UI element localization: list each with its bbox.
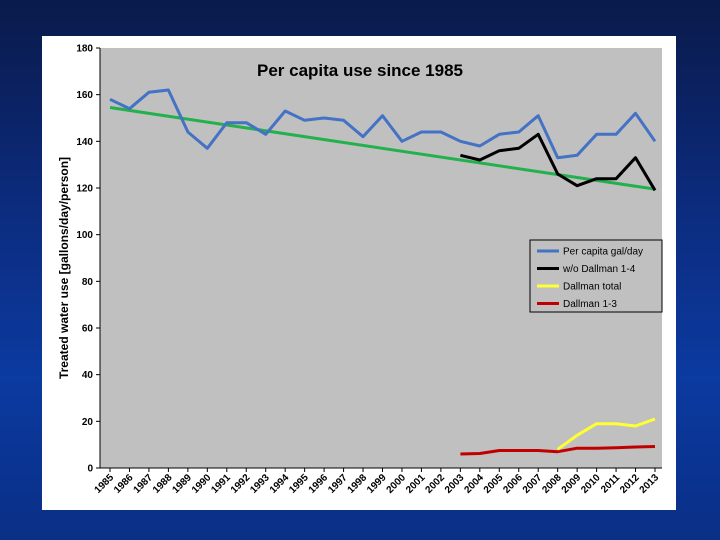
y-tick-label: 100	[76, 230, 93, 241]
x-tick-label: 2000	[385, 472, 409, 496]
chart-title: Per capita use since 1985	[257, 61, 463, 80]
x-tick-label: 1989	[170, 472, 194, 496]
x-tick-label: 2011	[599, 472, 622, 495]
x-tick-label: 2006	[501, 472, 525, 496]
legend-label: w/o Dallman 1-4	[562, 264, 636, 275]
x-tick-label: 2010	[579, 472, 603, 496]
series-layer	[109, 88, 657, 456]
x-tick-label: 2001	[404, 472, 428, 496]
x-tick-label: 1997	[326, 472, 350, 496]
x-tick-label: 1992	[229, 472, 253, 496]
x-tick-label: 2009	[560, 472, 584, 496]
x-tick-label: 1988	[151, 472, 175, 496]
y-tick-label: 60	[82, 324, 94, 335]
legend: Per capita gal/day w/o Dallman 1-4 Dallman…	[529, 239, 663, 313]
series-line-dallman-total	[556, 417, 656, 451]
y-tick-label: 180	[76, 44, 93, 55]
trendline	[109, 106, 656, 191]
x-tick-label: 1994	[268, 472, 292, 496]
x-tick-label: 2013	[638, 472, 662, 496]
x-tick-label: 1985	[93, 472, 117, 496]
x-tick-label: 1998	[346, 472, 370, 496]
x-tick-label: 1990	[190, 472, 214, 496]
y-tick-label: 140	[76, 137, 93, 148]
x-tick-label: 2005	[482, 472, 506, 496]
legend-label: Dallman 1-3	[563, 299, 617, 310]
x-tick-label: 2004	[462, 472, 486, 496]
y-tick-label: 120	[76, 184, 93, 195]
y-tick-label: 160	[76, 90, 93, 101]
series-line-per-capita-gal-day	[109, 88, 657, 160]
y-tick-label: 0	[87, 464, 93, 475]
x-tick-label: 2003	[443, 472, 467, 496]
x-tick-label: 1996	[307, 472, 331, 496]
x-tick-label: 1995	[287, 472, 311, 496]
x-tick-label: 1986	[112, 472, 136, 496]
x-tick-label: 2008	[540, 472, 564, 496]
y-tick-label: 40	[82, 370, 94, 381]
y-tick-label: 20	[82, 417, 94, 428]
x-tick-label: 2002	[424, 472, 448, 496]
series-line-w-o-dallman-1-4	[460, 132, 657, 192]
x-tick-label: 1987	[132, 472, 156, 496]
series-line-dallman-1-3	[460, 445, 656, 456]
y-axis-title: Treated water use [gallons/day/person]	[57, 157, 71, 379]
y-tick-label: 80	[82, 277, 94, 288]
x-tick-label: 2012	[618, 472, 642, 496]
x-tick-label: 1991	[209, 472, 233, 496]
legend-label: Per capita gal/day	[563, 247, 643, 258]
x-tick-label: 2007	[521, 472, 545, 496]
legend-label: Dallman total	[563, 282, 621, 293]
x-tick-label: 1993	[248, 472, 272, 496]
x-tick-label: 1999	[365, 472, 389, 496]
